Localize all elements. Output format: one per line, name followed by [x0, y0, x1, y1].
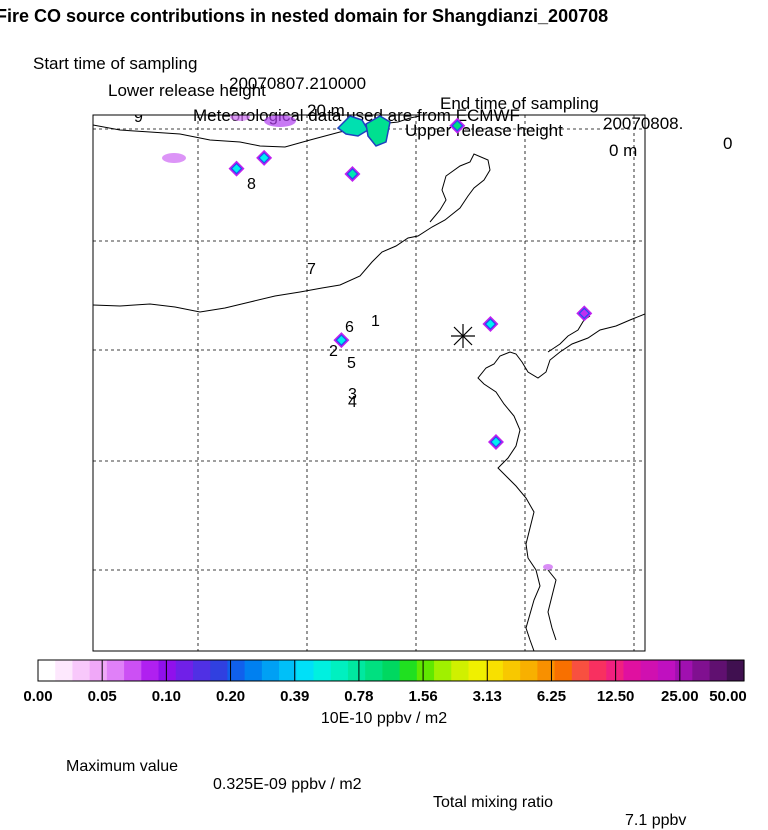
source-hotspot-core — [490, 436, 502, 448]
colorbar-tick-label: 0.39 — [280, 688, 309, 705]
total-mixing-value: 7.1 ppbv — [625, 812, 687, 829]
trajectory-labels: 1 2 3 4 5 6 7 8 9 — [134, 109, 380, 411]
source-hotspot-core — [335, 334, 348, 346]
colorbar-swatch — [589, 660, 607, 681]
source-smudges — [162, 115, 553, 570]
sampling-times-line: Start time of sampling 20070807.210000 E… — [0, 34, 768, 154]
colorbar-tick-label: 0.78 — [344, 688, 373, 705]
track-label-2: 2 — [329, 343, 338, 360]
colorbar-swatch — [347, 660, 366, 681]
source-hotspot-core — [484, 318, 497, 330]
colorbar-swatch — [382, 660, 401, 681]
footer: Maximum value 0.325E-09 ppbv / m2 Total … — [0, 740, 768, 830]
source-hotspot-core — [451, 119, 464, 132]
colorbar-tick-label: 0.20 — [216, 688, 245, 705]
colorbar-swatch — [210, 660, 229, 681]
colorbar-swatch — [330, 660, 349, 681]
colorbar-swatch — [571, 660, 590, 681]
colorbar-swatch — [554, 660, 573, 681]
colorbar-swatch — [89, 660, 108, 681]
colorbar-tick-labels: 0.00 0.05 0.10 0.20 0.39 0.78 1.56 3.13 6.25 12.5… — [23, 688, 746, 705]
colorbar-swatch — [261, 660, 280, 681]
colorbar — [38, 660, 745, 681]
colorbar-swatch — [55, 660, 74, 681]
colorbar-swatch — [623, 660, 642, 681]
track-label-9: 9 — [134, 109, 143, 126]
max-value-label: Maximum value — [66, 758, 179, 775]
source-hotspot-core — [230, 162, 243, 175]
colorbar-swatch — [416, 660, 435, 681]
colorbar-swatch — [296, 660, 315, 681]
total-mixing-label: Total mixing ratio — [433, 794, 554, 811]
colorbar-swatch — [106, 660, 125, 681]
map-grid — [93, 115, 645, 651]
colorbar-swatch — [192, 660, 211, 681]
colorbar-swatch — [227, 660, 246, 681]
colorbar-tick-label: 0.05 — [88, 688, 117, 705]
upper-release-label: Upper release height — [405, 121, 563, 140]
colorbar-swatch — [537, 660, 556, 681]
colorbar-unit: 10E-10 ppbv / m2 — [320, 710, 448, 727]
colorbar-swatch — [692, 660, 711, 681]
colorbar-swatch — [124, 660, 142, 681]
map-frame — [92, 114, 646, 652]
colorbar-tick-label: 25.00 — [661, 688, 699, 705]
source-hotspot-core — [258, 152, 270, 164]
max-value: 0.325E-09 ppbv / m2 — [213, 776, 362, 793]
colorbar-swatch — [657, 660, 676, 681]
colorbar-swatch — [141, 660, 160, 681]
colorbar-swatch — [399, 660, 418, 681]
end-time-value: 20070808. — [603, 114, 684, 133]
track-label-3: 3 — [348, 386, 357, 403]
colorbar-swatch — [434, 660, 452, 681]
colorbar-swatch — [709, 660, 728, 681]
start-time-label: Start time of sampling — [33, 54, 198, 73]
end-time-suffix: 0 — [723, 134, 733, 153]
track-label-1: 1 — [371, 313, 380, 330]
track-label-7: 7 — [307, 261, 316, 278]
colorbar-swatch — [675, 660, 693, 681]
track-label-6: 6 — [345, 319, 354, 336]
track-label-8: 8 — [247, 176, 256, 193]
colorbar-tick-label: 3.13 — [473, 688, 502, 705]
colorbar-swatch — [520, 660, 538, 681]
source-hotspots — [228, 117, 593, 450]
colorbar-swatch — [38, 660, 56, 681]
colorbar-swatch — [485, 660, 504, 681]
chart-title: Fire CO source contributions in nested d… — [0, 6, 609, 26]
lower-release-label: Lower release height — [108, 81, 266, 100]
colorbar-tick-label: 6.25 — [537, 688, 566, 705]
colorbar-tick-label: 12.50 — [597, 688, 635, 705]
colorbar-ticks — [37, 660, 745, 681]
colorbar-tick-label: 0.00 — [23, 688, 52, 705]
colorbar-swatch — [726, 660, 745, 681]
colorbar-swatch — [313, 660, 332, 681]
colorbar-swatch — [640, 660, 659, 681]
colorbar-swatch — [158, 660, 177, 681]
colorbar-swatch — [279, 660, 297, 681]
track-label-5: 5 — [347, 355, 356, 372]
colorbar-swatch — [244, 660, 263, 681]
track-label-4: 4 — [348, 394, 357, 411]
coastlines — [93, 115, 645, 651]
colorbar-tick-label: 1.56 — [408, 688, 437, 705]
source-hotspot-core — [346, 168, 359, 180]
colorbar-swatch — [451, 660, 470, 681]
colorbar-swatch — [175, 660, 194, 681]
source-hotspot-core — [578, 307, 591, 320]
colorbar-tick-label: 0.10 — [152, 688, 181, 705]
colorbar-tick-label: 50.00 — [709, 688, 747, 705]
colorbar-swatch — [72, 660, 91, 681]
start-time-value: 20070807.210000 — [229, 74, 367, 93]
release-heights-line: Lower release height 20 m Upper release … — [0, 61, 768, 161]
receptor-marker — [451, 324, 475, 348]
colorbar-swatch — [502, 660, 521, 681]
colorbar-swatch — [365, 660, 383, 681]
map-plot: 1 2 3 4 5 6 7 8 9 0.00 0.05 0.10 0.20 0.39 0.… — [23, 109, 747, 705]
colorbar-swatch — [468, 660, 487, 681]
end-time-label: End time of sampling — [440, 94, 599, 113]
